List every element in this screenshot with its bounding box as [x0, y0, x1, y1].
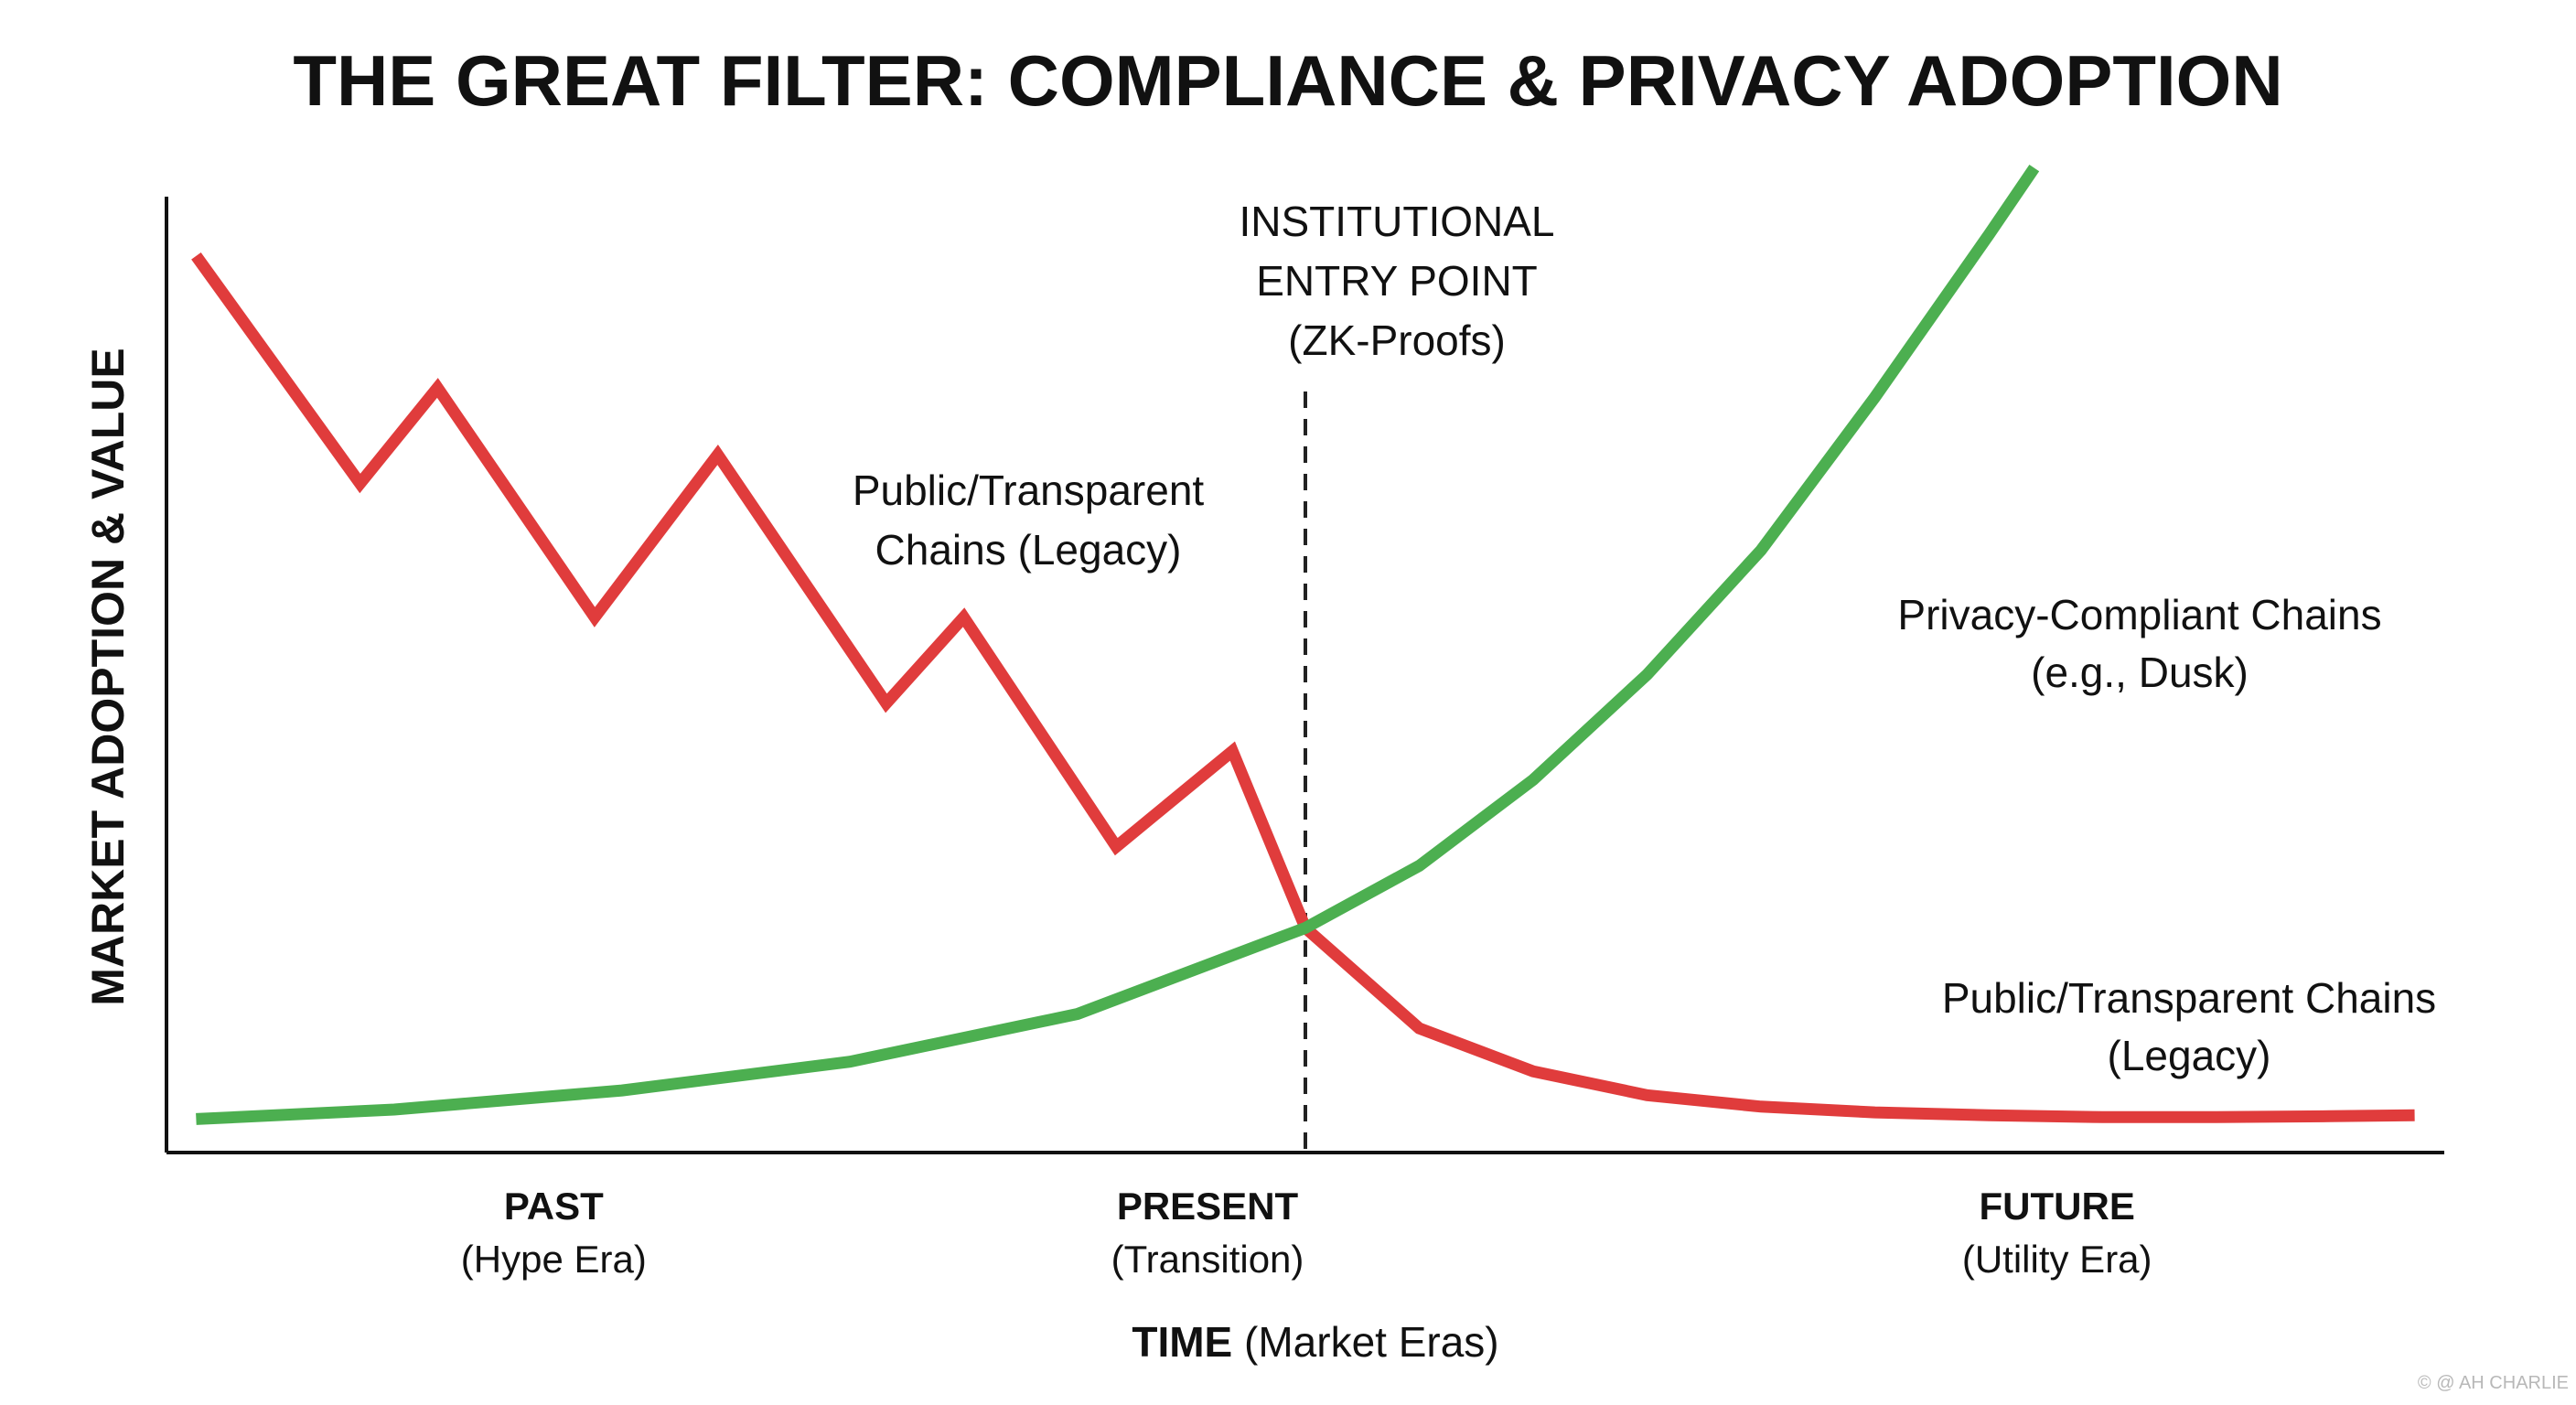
x-tick-sublabel: (Utility Era) — [1962, 1238, 2152, 1281]
x-tick-sublabel: (Hype Era) — [461, 1238, 647, 1281]
chart-title: THE GREAT FILTER: COMPLIANCE & PRIVACY A… — [293, 40, 2282, 121]
series-line-public-legacy — [191, 252, 2415, 1123]
x-axis-label-rest: (Market Eras) — [1232, 1318, 1498, 1366]
legacy-chains-end-annotation: Public/Transparent Chains (Legacy) — [1942, 974, 2436, 1079]
series-lines — [191, 164, 2415, 1125]
annotation-line: (ZK-Proofs) — [1288, 316, 1506, 364]
x-tick-label: PAST — [504, 1185, 604, 1228]
x-tick-label: FUTURE — [1980, 1185, 2135, 1228]
x-tick-label: PRESENT — [1117, 1185, 1299, 1228]
annotations: INSTITUTIONAL ENTRY POINT (ZK-Proofs) Publi… — [853, 198, 2436, 1079]
annotation-line: Public/Transparent — [853, 467, 1205, 514]
x-tick-sublabel: (Transition) — [1111, 1238, 1304, 1281]
y-axis-label: MARKET ADOPTION & VALUE — [82, 348, 134, 1005]
series-line-privacy-compliant — [196, 164, 2040, 1125]
entry-point-annotation: INSTITUTIONAL ENTRY POINT (ZK-Proofs) — [1239, 198, 1554, 364]
annotation-line: Public/Transparent Chains — [1942, 974, 2436, 1022]
credit-watermark: © @ AH CHARLIE — [2418, 1373, 2569, 1393]
annotation-line: Privacy-Compliant Chains — [1897, 591, 2381, 638]
x-tick-labels: PAST (Hype Era) PRESENT (Transition) FUTURE (… — [461, 1185, 2152, 1281]
annotation-line: Chains (Legacy) — [875, 526, 1182, 574]
legacy-chains-annotation: Public/Transparent Chains (Legacy) — [853, 467, 1205, 574]
annotation-line: (Legacy) — [2108, 1032, 2271, 1079]
x-axis-label-bold: TIME — [1132, 1318, 1232, 1366]
privacy-chains-annotation: Privacy-Compliant Chains (e.g., Dusk) — [1897, 591, 2381, 696]
annotation-line: INSTITUTIONAL — [1239, 198, 1554, 245]
annotation-line: (e.g., Dusk) — [2031, 649, 2249, 696]
annotation-line: ENTRY POINT — [1256, 257, 1538, 305]
x-axis-label: TIME (Market Eras) — [1132, 1318, 1498, 1366]
